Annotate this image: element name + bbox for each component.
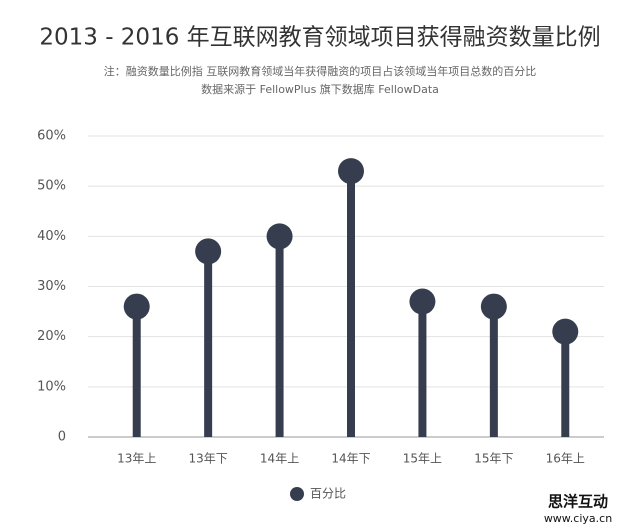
dot <box>480 293 507 320</box>
y-tick-label: 50% <box>37 179 66 194</box>
stem <box>489 306 498 437</box>
stem <box>347 171 355 437</box>
stem <box>561 331 570 437</box>
y-tick-label: 60% <box>37 129 66 144</box>
chart-subtitle: 注：融资数量比例指 互联网教育领域当年获得融资的项目占该领域当年项目总数的百分比 <box>104 64 537 78</box>
x-tick-label: 13年下 <box>189 452 228 466</box>
y-tick-label: 30% <box>37 279 66 294</box>
chart-title: 2013 - 2016 年互联网教育领域项目获得融资数量比例 <box>39 25 600 51</box>
x-tick-label: 13年上 <box>117 452 156 466</box>
x-tick-label: 15年上 <box>403 452 442 466</box>
dot <box>195 238 222 265</box>
watermark: www.ciya.cn <box>544 512 612 525</box>
y-tick-label: 0 <box>58 430 66 445</box>
stem <box>418 301 427 437</box>
chart-subtitle: 数据来源于 FellowPlus 旗下数据库 FellowData <box>201 82 439 96</box>
stem <box>132 306 141 437</box>
dot <box>123 293 150 320</box>
legend-label: 百分比 <box>310 487 346 501</box>
x-tick-label: 14年下 <box>331 452 370 466</box>
x-tick-label: 15年下 <box>474 452 513 466</box>
y-tick-label: 10% <box>37 379 66 394</box>
dot <box>552 318 579 345</box>
stem <box>204 251 213 437</box>
y-tick-label: 40% <box>37 229 66 244</box>
stem <box>275 236 284 437</box>
dot <box>266 223 293 250</box>
dot <box>338 158 364 185</box>
x-tick-label: 16年上 <box>546 452 585 466</box>
dot <box>409 288 436 315</box>
y-tick-label: 20% <box>37 329 66 344</box>
watermark: 思洋互动 <box>548 493 608 511</box>
legend-marker <box>290 487 304 501</box>
x-tick-label: 14年上 <box>260 452 299 466</box>
